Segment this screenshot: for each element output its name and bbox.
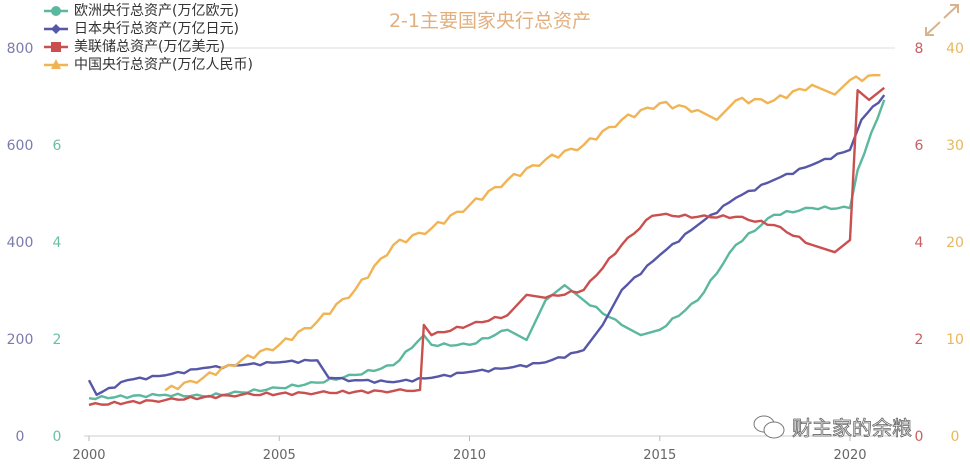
legend-item[interactable]: 中国央行总资产(万亿人民币)	[44, 56, 253, 74]
y-tick-label-left-inner: 2	[53, 332, 62, 348]
y-tick-label-right-inner: 8	[915, 41, 924, 57]
series-line-3	[164, 73, 881, 392]
legend-item[interactable]: 日本央行总资产(万亿日元)	[44, 20, 253, 38]
y-tick-label-left-inner: 4	[53, 235, 62, 251]
y-tick-label-left-outer: 200	[7, 332, 34, 348]
legend-marker-icon	[44, 42, 68, 52]
series-line-1	[87, 94, 886, 396]
y-tick-label-right-outer: 10	[946, 332, 964, 348]
y-tick-label-right-outer: 20	[946, 235, 964, 251]
legend-item[interactable]: 欧洲央行总资产(万亿欧元)	[44, 2, 253, 20]
x-tick-label: 2010	[453, 448, 486, 463]
y-tick-label-right-outer: 0	[951, 429, 960, 445]
y-tick-label-right-outer: 30	[946, 138, 964, 154]
y-tick-label-right-inner: 6	[915, 138, 924, 154]
legend: 欧洲央行总资产(万亿欧元) 日本央行总资产(万亿日元) 美联储总资产(万亿美元) 中国…	[44, 2, 253, 74]
legend-marker-icon	[44, 6, 68, 16]
y-tick-label-left-inner: 6	[53, 138, 62, 154]
x-tick-label: 2015	[643, 448, 676, 463]
y-tick-label-right-inner: 2	[915, 332, 924, 348]
legend-label: 中国央行总资产(万亿人民币)	[74, 57, 253, 73]
y-tick-label-right-inner: 4	[915, 235, 924, 251]
legend-marker-icon	[44, 24, 68, 34]
watermark: 财主家的余粮	[752, 412, 912, 441]
y-tick-label-left-outer: 600	[7, 138, 34, 154]
y-tick-label-left-outer: 0	[16, 429, 25, 445]
y-tick-label-left-outer: 400	[7, 235, 34, 251]
y-tick-label-right-inner: 0	[915, 429, 924, 445]
legend-item[interactable]: 美联储总资产(万亿美元)	[44, 38, 253, 56]
y-tick-label-left-outer: 800	[7, 41, 34, 57]
y-tick-label-right-outer: 40	[946, 41, 964, 57]
y-tick-label-left-inner: 0	[53, 429, 62, 445]
legend-label: 日本央行总资产(万亿日元)	[74, 21, 239, 37]
watermark-text: 财主家的余粮	[792, 416, 913, 441]
x-tick-label: 2005	[263, 448, 296, 463]
wechat-icon	[753, 415, 785, 438]
series-line-2	[88, 86, 885, 407]
x-tick-label: 2020	[833, 448, 866, 463]
legend-marker-icon	[44, 59, 68, 69]
x-tick-label: 2000	[72, 448, 105, 463]
legend-label: 美联储总资产(万亿美元)	[74, 39, 225, 55]
series-line-0	[88, 99, 886, 401]
chart-title: 2-1主要国家央行总资产	[388, 10, 592, 32]
legend-label: 欧洲央行总资产(万亿欧元)	[74, 3, 239, 19]
expand-arrows-icon[interactable]	[922, 2, 962, 44]
